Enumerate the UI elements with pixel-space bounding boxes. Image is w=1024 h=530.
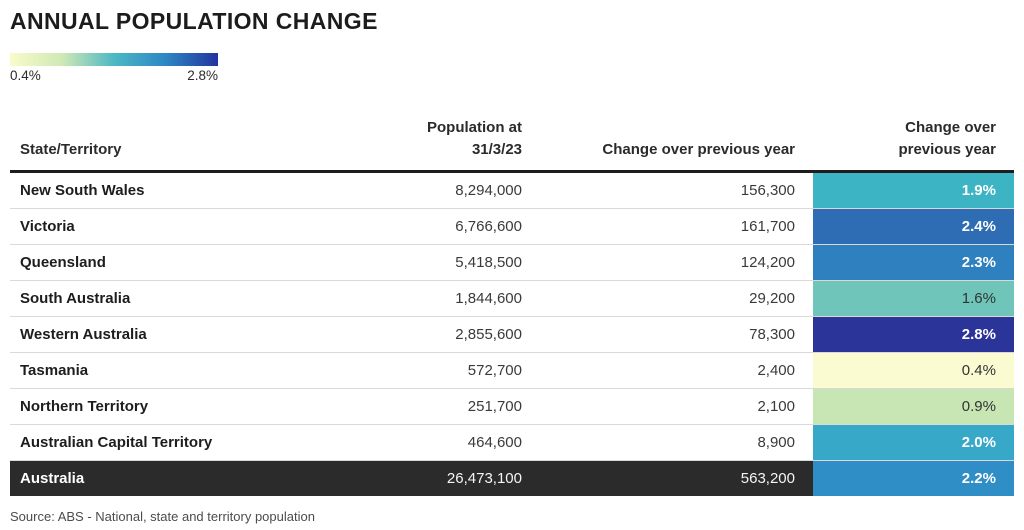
pct-cell: 1.6% [813, 280, 1014, 317]
change-value: 78,300 [524, 316, 813, 353]
state-name: Western Australia [10, 316, 350, 353]
page-title: ANNUAL POPULATION CHANGE [10, 8, 378, 34]
population-value: 6,766,600 [350, 208, 524, 245]
col-header-change-pct-line1: Change over [905, 118, 996, 136]
pct-cell: 0.4% [813, 352, 1014, 389]
pct-cell: 1.9% [813, 171, 1014, 209]
population-value: 5,418,500 [350, 244, 524, 281]
table-row: New South Wales 8,294,000 156,300 1.9% [10, 171, 1014, 209]
population-value: 26,473,100 [350, 460, 524, 496]
state-name: Australian Capital Territory [10, 424, 350, 461]
color-scale-legend: 0.4% 2.8% [10, 52, 218, 83]
table-row: Northern Territory 251,700 2,100 0.9% [10, 388, 1014, 425]
population-value: 572,700 [350, 352, 524, 389]
state-name: Victoria [10, 208, 350, 245]
state-name: South Australia [10, 280, 350, 317]
table-row: Queensland 5,418,500 124,200 2.3% [10, 244, 1014, 281]
state-name: Queensland [10, 244, 350, 281]
population-value: 1,844,600 [350, 280, 524, 317]
table-row: Australian Capital Territory 464,600 8,9… [10, 424, 1014, 461]
change-value: 156,300 [524, 171, 813, 209]
col-header-change-pct-line2: previous year [898, 140, 996, 158]
table-row-total: Australia 26,473,100 563,200 2.2% [10, 460, 1014, 496]
population-value: 2,855,600 [350, 316, 524, 353]
pct-cell: 2.0% [813, 424, 1014, 461]
change-value: 2,400 [524, 352, 813, 389]
change-value: 563,200 [524, 460, 813, 496]
table-row: South Australia 1,844,600 29,200 1.6% [10, 280, 1014, 317]
population-value: 464,600 [350, 424, 524, 461]
pct-cell: 2.8% [813, 316, 1014, 353]
population-table: State/Territory Population at 31/3/23 Ch… [10, 116, 1014, 496]
state-name: Tasmania [10, 352, 350, 389]
state-name: Northern Territory [10, 388, 350, 425]
col-header-population: Population at 31/3/23 [350, 116, 524, 173]
col-header-population-line2: 31/3/23 [471, 140, 522, 158]
pct-cell: 0.9% [813, 388, 1014, 425]
population-value: 251,700 [350, 388, 524, 425]
col-header-change: Change over previous year [524, 116, 813, 173]
change-value: 8,900 [524, 424, 813, 461]
pct-cell: 2.2% [813, 460, 1014, 496]
change-value: 2,100 [524, 388, 813, 425]
change-value: 161,700 [524, 208, 813, 245]
population-value: 8,294,000 [350, 171, 524, 209]
col-header-state: State/Territory [10, 116, 350, 173]
state-name: New South Wales [10, 171, 350, 209]
col-header-population-line1: Population at [427, 118, 522, 136]
change-value: 124,200 [524, 244, 813, 281]
pct-cell: 2.3% [813, 244, 1014, 281]
table-row: Tasmania 572,700 2,400 0.4% [10, 352, 1014, 389]
change-value: 29,200 [524, 280, 813, 317]
col-header-change-pct: Change over previous year [813, 116, 1014, 173]
legend-max-label: 2.8% [187, 67, 218, 83]
gradient-bar [10, 52, 218, 66]
header-row: State/Territory Population at 31/3/23 Ch… [10, 116, 1014, 173]
legend-min-label: 0.4% [10, 67, 41, 83]
table-row: Western Australia 2,855,600 78,300 2.8% [10, 316, 1014, 353]
legend-labels: 0.4% 2.8% [10, 68, 218, 83]
table-row: Victoria 6,766,600 161,700 2.4% [10, 208, 1014, 245]
pct-cell: 2.4% [813, 208, 1014, 245]
state-name: Australia [10, 460, 350, 496]
source-note: Source: ABS - National, state and territ… [10, 508, 315, 524]
